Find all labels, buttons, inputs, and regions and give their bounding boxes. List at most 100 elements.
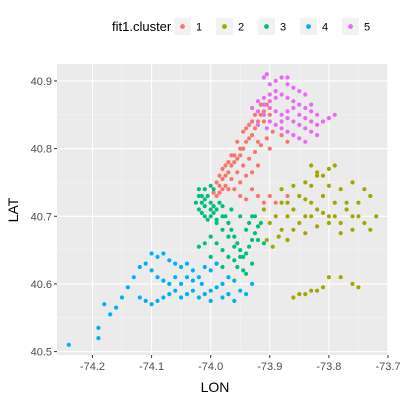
- data-point-cluster-5: [309, 109, 314, 114]
- y-axis-title: LAT: [5, 197, 21, 222]
- data-point-cluster-3: [235, 241, 240, 246]
- data-point-cluster-2: [303, 292, 308, 297]
- data-point-cluster-4: [179, 295, 184, 300]
- data-point-cluster-1: [220, 176, 225, 182]
- data-point-cluster-4: [131, 275, 136, 280]
- data-point-cluster-5: [267, 105, 272, 111]
- data-point-cluster-2: [350, 281, 355, 286]
- data-point-cluster-4: [143, 261, 148, 266]
- data-point-cluster-4: [208, 288, 213, 293]
- data-point-cluster-3: [196, 244, 201, 249]
- data-point-cluster-3: [220, 264, 225, 270]
- data-point-cluster-3: [199, 193, 204, 199]
- data-point-cluster-3: [208, 183, 213, 188]
- legend-label-1: 1: [196, 22, 202, 34]
- x-axis-ticks: -74.2 -74.1 -74.0 -73.9 -73.8 -73.7: [80, 355, 400, 373]
- data-point-cluster-2: [368, 227, 373, 232]
- y-tick-label: 40.6: [31, 279, 52, 291]
- data-point-cluster-3: [238, 248, 243, 253]
- data-point-cluster-3: [220, 214, 225, 219]
- data-point-cluster-1: [267, 193, 272, 199]
- data-point-cluster-5: [285, 129, 290, 134]
- data-point-cluster-4: [250, 281, 255, 286]
- data-point-cluster-3: [250, 261, 255, 266]
- data-point-cluster-3: [244, 271, 249, 276]
- x-tick-label: -74.0: [198, 361, 223, 373]
- data-point-cluster-3: [238, 254, 243, 259]
- data-point-cluster-4: [202, 264, 207, 270]
- data-point-cluster-2: [309, 163, 314, 168]
- data-point-cluster-2: [309, 200, 314, 205]
- data-point-cluster-3: [241, 268, 246, 273]
- data-point-cluster-2: [279, 200, 284, 205]
- data-point-cluster-5: [264, 126, 269, 131]
- data-point-cluster-2: [350, 227, 355, 232]
- data-point-cluster-2: [315, 224, 320, 229]
- data-point-cluster-1: [235, 139, 240, 144]
- data-point-cluster-4: [149, 302, 154, 307]
- legend-swatch-2: [222, 24, 227, 29]
- data-point-cluster-1: [285, 139, 290, 144]
- data-point-cluster-4: [196, 295, 201, 300]
- data-point-cluster-1: [250, 170, 255, 175]
- data-point-cluster-5: [250, 105, 255, 111]
- data-point-cluster-3: [220, 248, 225, 253]
- data-point-cluster-2: [285, 237, 290, 243]
- data-point-cluster-1: [261, 200, 266, 205]
- data-point-cluster-1: [220, 166, 225, 171]
- data-point-cluster-3: [202, 241, 207, 246]
- data-point-cluster-3: [211, 210, 216, 215]
- data-point-cluster-3: [208, 207, 213, 212]
- data-point-cluster-4: [220, 281, 225, 286]
- data-point-cluster-2: [309, 183, 314, 188]
- data-point-cluster-4: [125, 285, 130, 290]
- data-point-cluster-5: [315, 133, 320, 138]
- data-point-cluster-1: [232, 153, 237, 158]
- data-point-cluster-1: [250, 133, 255, 138]
- data-point-cluster-3: [252, 231, 258, 236]
- data-point-cluster-4: [196, 275, 201, 280]
- data-point-cluster-2: [362, 187, 367, 192]
- data-point-cluster-5: [267, 99, 272, 104]
- data-point-cluster-3: [244, 227, 249, 232]
- legend-title: fit1.cluster: [112, 19, 172, 34]
- data-point-cluster-5: [279, 75, 284, 80]
- data-point-cluster-3: [196, 207, 201, 212]
- data-point-cluster-1: [255, 163, 261, 168]
- data-point-cluster-5: [255, 99, 261, 104]
- data-point-cluster-4: [214, 261, 219, 266]
- data-point-cluster-5: [273, 122, 278, 127]
- data-point-cluster-5: [315, 122, 320, 127]
- data-point-cluster-3: [258, 220, 263, 226]
- data-point-cluster-1: [217, 183, 222, 188]
- data-point-cluster-1: [238, 193, 243, 199]
- legend-label-2: 2: [238, 22, 244, 34]
- data-point-cluster-1: [247, 136, 252, 141]
- data-point-cluster-1: [279, 133, 284, 138]
- data-point-cluster-3: [196, 193, 201, 199]
- legend-swatch-4: [306, 24, 311, 29]
- data-point-cluster-5: [297, 122, 302, 127]
- data-point-cluster-3: [217, 200, 222, 205]
- x-tick-label: -74.2: [80, 361, 105, 373]
- data-point-cluster-1: [229, 176, 234, 182]
- data-point-cluster-2: [291, 227, 296, 232]
- data-point-cluster-2: [261, 207, 266, 212]
- data-point-cluster-5: [303, 105, 308, 111]
- data-point-cluster-1: [223, 173, 228, 178]
- data-point-cluster-5: [303, 92, 308, 97]
- data-point-cluster-4: [179, 264, 184, 270]
- data-point-cluster-3: [196, 187, 201, 192]
- data-point-cluster-2: [356, 214, 361, 219]
- data-point-cluster-2: [297, 292, 302, 297]
- data-point-cluster-4: [102, 302, 107, 307]
- data-point-cluster-3: [226, 254, 231, 259]
- data-point-cluster-2: [315, 207, 320, 212]
- data-point-cluster-3: [255, 224, 261, 229]
- data-point-cluster-2: [326, 166, 331, 171]
- data-point-cluster-4: [226, 292, 231, 297]
- data-point-cluster-4: [114, 305, 119, 310]
- legend-label-5: 5: [364, 22, 370, 34]
- data-point-cluster-2: [326, 275, 331, 280]
- data-point-cluster-5: [255, 109, 261, 114]
